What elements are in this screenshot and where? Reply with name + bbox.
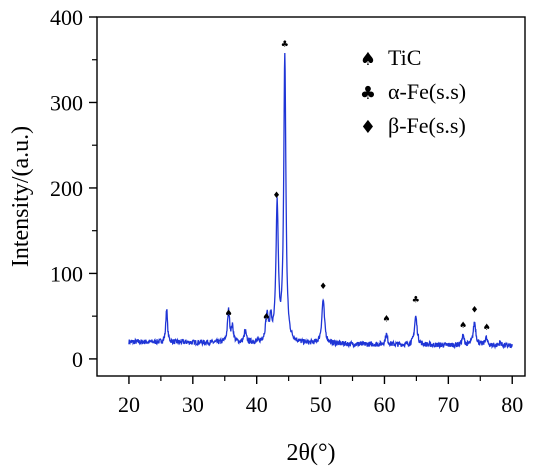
y-tick-label: 0 bbox=[72, 347, 83, 372]
peak-marker-glyph: ♣ bbox=[281, 40, 289, 50]
x-tick-label: 30 bbox=[182, 392, 204, 417]
x-tick-label: 80 bbox=[501, 392, 523, 417]
y-tick-label: 100 bbox=[50, 261, 83, 286]
x-tick-label: 70 bbox=[437, 392, 459, 417]
peak-marker-glyph: ♠ bbox=[459, 321, 467, 331]
legend-label: TiC bbox=[388, 45, 421, 70]
x-tick-label: 60 bbox=[373, 392, 395, 417]
peak-marker-glyph: ♣ bbox=[412, 295, 420, 305]
club-icon: ♣ bbox=[360, 83, 376, 104]
peak-marker-glyph: ♠ bbox=[262, 313, 270, 323]
series-line bbox=[128, 52, 513, 350]
peak-marker-glyph: ♠ bbox=[483, 323, 491, 333]
peak-marker-glyph: ♦ bbox=[319, 282, 327, 292]
peak-markers: ♠ ♠♦♣♦♠♣♠♦♠ bbox=[225, 40, 491, 333]
y-axis-title: Intensity/(a.u.) bbox=[8, 126, 34, 267]
x-tick-label: 40 bbox=[246, 392, 268, 417]
diamond-icon: ♦ bbox=[360, 117, 376, 138]
peak-marker-glyph: ♠ bbox=[225, 309, 233, 319]
x-axis-title: 2θ(°) bbox=[286, 440, 335, 466]
x-tick-label: 50 bbox=[310, 392, 332, 417]
y-tick-label: 200 bbox=[50, 176, 83, 201]
legend-label: α-Fe(s.s) bbox=[388, 79, 466, 104]
y-tick-label: 300 bbox=[50, 90, 83, 115]
x-tick-label: 20 bbox=[118, 392, 140, 417]
spade-icon: ♠ bbox=[360, 49, 376, 70]
plot-frame bbox=[96, 16, 526, 377]
y-axis-ticks: 0 100 200 300 400 bbox=[50, 5, 97, 372]
peak-marker-glyph: ♦ bbox=[272, 191, 280, 201]
plot-border bbox=[96, 16, 526, 377]
peak-marker-glyph: ♦ bbox=[470, 306, 478, 316]
legend: ♠ TiC ♣ α-Fe(s.s) ♦ β-Fe(s.s) bbox=[360, 45, 466, 138]
peak-marker-glyph: ♠ bbox=[382, 314, 390, 324]
legend-label: β-Fe(s.s) bbox=[388, 113, 466, 138]
y-tick-label: 400 bbox=[50, 5, 83, 30]
x-axis-ticks: 20 30 40 50 60 70 80 bbox=[118, 376, 523, 417]
